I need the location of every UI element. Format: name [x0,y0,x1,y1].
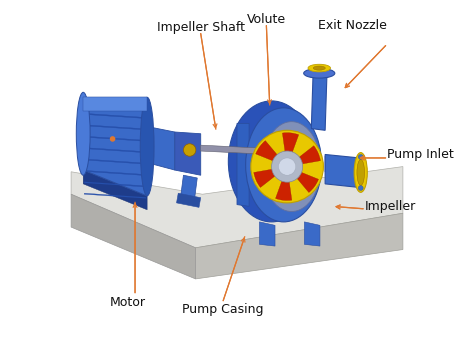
Polygon shape [176,193,201,208]
Circle shape [358,186,363,191]
Polygon shape [83,98,147,196]
Polygon shape [84,182,146,187]
Text: Pump Inlet: Pump Inlet [387,148,454,161]
Polygon shape [325,154,360,187]
Ellipse shape [304,68,335,78]
Ellipse shape [76,92,90,175]
Text: Impeller: Impeller [365,200,416,213]
Polygon shape [237,124,249,206]
Polygon shape [325,156,355,175]
Text: Motor: Motor [110,296,146,309]
Polygon shape [84,147,146,153]
Ellipse shape [228,101,315,222]
Polygon shape [311,75,327,130]
Wedge shape [287,167,319,193]
Circle shape [272,151,303,182]
Ellipse shape [140,97,154,196]
Polygon shape [71,194,196,279]
Polygon shape [84,170,146,176]
Polygon shape [180,175,197,205]
Circle shape [358,154,363,159]
Polygon shape [83,170,147,210]
Wedge shape [254,167,287,187]
Polygon shape [259,222,275,246]
Polygon shape [84,136,146,141]
Polygon shape [201,145,272,154]
Circle shape [110,137,115,141]
Polygon shape [84,159,146,164]
Wedge shape [255,141,287,167]
Text: Pump Casing: Pump Casing [182,303,264,316]
Wedge shape [287,146,320,167]
Polygon shape [84,113,146,119]
Text: Volute: Volute [247,12,286,26]
Polygon shape [83,98,147,111]
Polygon shape [84,125,146,130]
Wedge shape [283,133,299,167]
Polygon shape [71,167,403,248]
Ellipse shape [313,66,325,70]
Text: Exit Nozzle: Exit Nozzle [319,19,387,33]
Ellipse shape [354,153,367,192]
Polygon shape [84,193,146,198]
Ellipse shape [262,122,321,212]
Polygon shape [196,213,403,279]
Wedge shape [275,167,292,201]
Polygon shape [149,127,175,170]
Ellipse shape [246,108,322,222]
Circle shape [278,158,296,175]
Text: Impeller Shaft: Impeller Shaft [157,20,245,34]
Circle shape [251,130,323,203]
Ellipse shape [357,160,365,185]
Polygon shape [175,132,201,175]
Circle shape [183,144,196,156]
Polygon shape [304,222,320,246]
Ellipse shape [308,64,330,72]
